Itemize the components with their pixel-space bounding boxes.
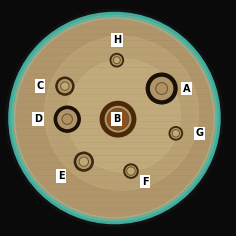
Text: A: A bbox=[183, 84, 190, 93]
Circle shape bbox=[146, 73, 177, 104]
Text: E: E bbox=[58, 171, 65, 181]
Circle shape bbox=[61, 82, 69, 90]
Circle shape bbox=[107, 109, 129, 130]
Text: H: H bbox=[113, 35, 121, 45]
Circle shape bbox=[74, 152, 93, 171]
Circle shape bbox=[110, 54, 123, 67]
Text: B: B bbox=[113, 114, 121, 124]
Circle shape bbox=[62, 114, 72, 124]
Circle shape bbox=[9, 13, 219, 223]
Circle shape bbox=[54, 106, 80, 132]
Text: G: G bbox=[195, 128, 203, 138]
Circle shape bbox=[100, 101, 136, 137]
Circle shape bbox=[6, 9, 223, 227]
Circle shape bbox=[79, 157, 88, 166]
Circle shape bbox=[12, 15, 217, 221]
Circle shape bbox=[169, 127, 182, 140]
Circle shape bbox=[124, 164, 138, 178]
Circle shape bbox=[77, 155, 91, 169]
Circle shape bbox=[58, 110, 77, 129]
Circle shape bbox=[151, 77, 173, 100]
Circle shape bbox=[105, 106, 131, 132]
Circle shape bbox=[126, 166, 136, 176]
Circle shape bbox=[171, 129, 181, 138]
Circle shape bbox=[45, 36, 198, 190]
Circle shape bbox=[172, 130, 180, 137]
Circle shape bbox=[113, 57, 120, 64]
Text: C: C bbox=[37, 81, 44, 91]
Text: D: D bbox=[34, 114, 42, 124]
Circle shape bbox=[156, 83, 168, 94]
Circle shape bbox=[59, 80, 71, 93]
Circle shape bbox=[56, 77, 74, 95]
Circle shape bbox=[67, 59, 180, 172]
Circle shape bbox=[127, 167, 135, 175]
Text: F: F bbox=[142, 177, 148, 187]
Circle shape bbox=[112, 55, 122, 65]
